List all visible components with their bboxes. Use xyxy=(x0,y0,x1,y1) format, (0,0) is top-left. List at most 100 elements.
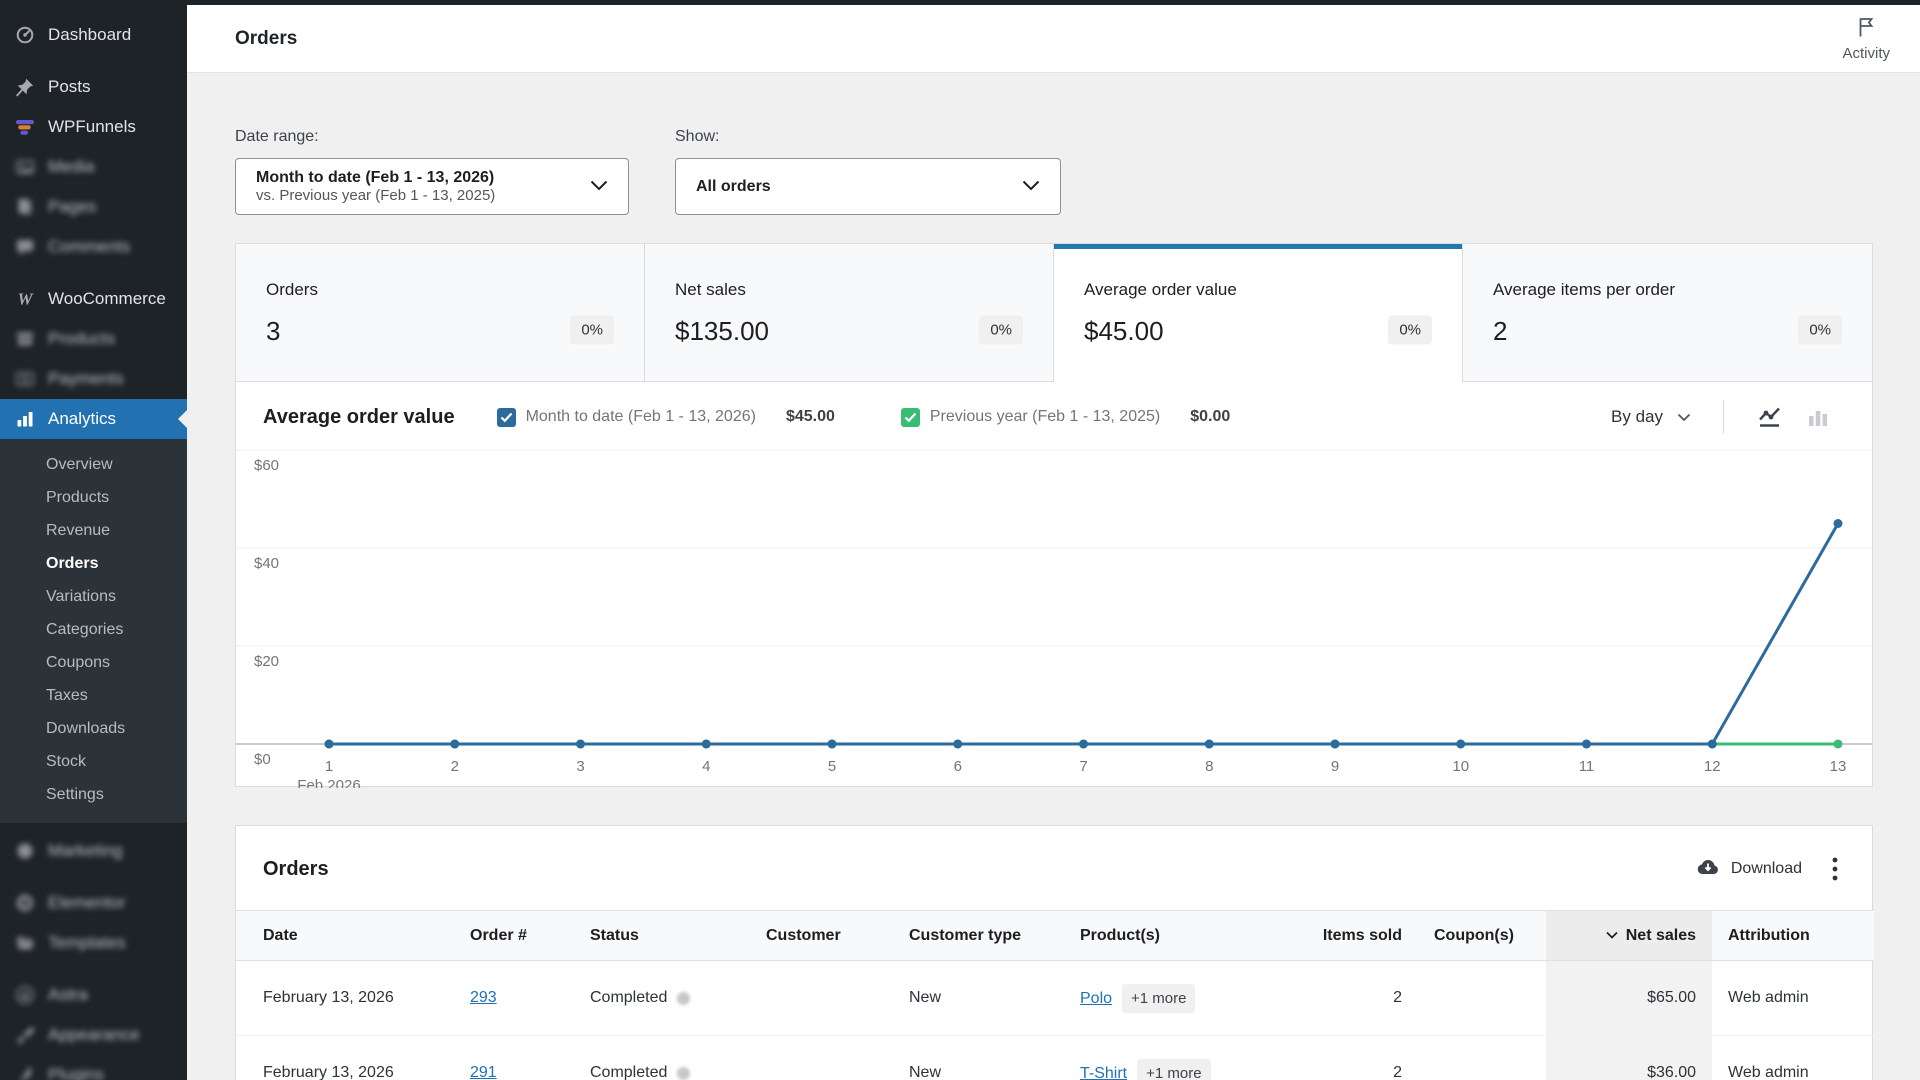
sidebar-item-label: Pages xyxy=(48,197,96,217)
submenu-item-orders[interactable]: Orders xyxy=(0,547,187,580)
checkbox-current-period[interactable] xyxy=(497,408,516,427)
report-filters: Date range: Month to date (Feb 1 - 13, 2… xyxy=(235,128,1873,215)
svg-text:6: 6 xyxy=(954,758,962,775)
pushpin-icon xyxy=(14,76,36,98)
legend-previous-period: Previous year (Feb 1 - 13, 2025) xyxy=(901,408,1160,427)
aov-chart-panel: Average order value Month to date (Feb 1… xyxy=(235,382,1873,787)
cell-items-sold: 2 xyxy=(1300,961,1418,1036)
submenu-item-overview[interactable]: Overview xyxy=(0,448,187,481)
submenu-item-coupons[interactable]: Coupons xyxy=(0,646,187,679)
order-number-link[interactable]: 291 xyxy=(470,1064,497,1080)
submenu-item-categories[interactable]: Categories xyxy=(0,613,187,646)
sidebar-item-wpfunnels[interactable]: WPFunnels xyxy=(0,107,187,147)
sidebar-item-templates[interactable]: Templates xyxy=(0,923,187,963)
cell-status: Completed xyxy=(590,1064,667,1080)
show-select[interactable]: All orders xyxy=(675,158,1061,215)
submenu-item-variations[interactable]: Variations xyxy=(0,580,187,613)
elementor-icon xyxy=(14,892,36,914)
chevron-down-icon xyxy=(1022,178,1040,196)
svg-text:$0: $0 xyxy=(254,751,271,768)
sidebar-item-products[interactable]: Products xyxy=(0,319,187,359)
sidebar-item-label: Astra xyxy=(48,985,88,1005)
column-header-products[interactable]: Product(s) xyxy=(1064,911,1300,961)
products-icon xyxy=(14,328,36,350)
column-header-attribution[interactable]: Attribution xyxy=(1712,911,1874,961)
submenu-item-products[interactable]: Products xyxy=(0,481,187,514)
submenu-item-revenue[interactable]: Revenue xyxy=(0,514,187,547)
svg-text:4: 4 xyxy=(702,758,710,775)
sidebar-item-woocommerce[interactable]: W WooCommerce xyxy=(0,279,187,319)
column-header-order[interactable]: Order # xyxy=(454,911,574,961)
bar-chart-type-button[interactable] xyxy=(1794,399,1842,435)
order-number-link[interactable]: 293 xyxy=(470,989,497,1006)
megaphone-icon xyxy=(14,840,36,862)
sidebar-item-plugins[interactable]: Plugins xyxy=(0,1055,187,1080)
date-range-value: Month to date (Feb 1 - 13, 2026) xyxy=(256,168,495,187)
sidebar-item-label: WPFunnels xyxy=(48,117,136,137)
date-range-filter: Date range: Month to date (Feb 1 - 13, 2… xyxy=(235,128,629,215)
sidebar-item-label: Payments xyxy=(48,369,124,389)
brush-icon xyxy=(14,1024,36,1046)
cell-status: Completed xyxy=(590,989,667,1007)
column-header-status[interactable]: Status xyxy=(574,911,750,961)
checkbox-previous-period[interactable] xyxy=(901,408,920,427)
column-header-items-sold[interactable]: Items sold xyxy=(1300,911,1418,961)
date-range-select[interactable]: Month to date (Feb 1 - 13, 2026) vs. Pre… xyxy=(235,158,629,215)
woocommerce-icon: W xyxy=(14,288,36,310)
interval-select[interactable]: By day xyxy=(1601,401,1701,433)
sidebar-item-label: Plugins xyxy=(48,1065,104,1080)
submenu-item-taxes[interactable]: Taxes xyxy=(0,679,187,712)
sidebar-item-dashboard[interactable]: Dashboard xyxy=(0,15,187,55)
legend-current-period: Month to date (Feb 1 - 13, 2026) xyxy=(497,408,756,427)
sidebar-item-posts[interactable]: Posts xyxy=(0,67,187,107)
column-header-customer[interactable]: Customer xyxy=(750,911,893,961)
pages-icon xyxy=(14,196,36,218)
delta-badge: 0% xyxy=(570,316,614,345)
active-menu-arrow xyxy=(178,410,187,428)
activity-button[interactable]: Activity xyxy=(1834,11,1898,66)
summary-card-average-items-per-order[interactable]: Average items per order 2 0% xyxy=(1463,244,1872,382)
table-row: February 13, 2026 291 Completed New T-Sh… xyxy=(236,1036,1874,1080)
sidebar-item-payments[interactable]: $ Payments xyxy=(0,359,187,399)
summary-card-orders[interactable]: Orders 3 0% xyxy=(236,244,645,382)
column-header-net-sales[interactable]: Net sales xyxy=(1546,911,1712,961)
submenu-item-downloads[interactable]: Downloads xyxy=(0,712,187,745)
download-button[interactable]: Download xyxy=(1695,854,1802,885)
sidebar-item-astra[interactable]: Astra xyxy=(0,975,187,1015)
show-label: Show: xyxy=(675,128,1061,146)
sidebar-item-media[interactable]: Media xyxy=(0,147,187,187)
sidebar-item-label: Marketing xyxy=(48,841,123,861)
sidebar-item-label: Products xyxy=(48,329,115,349)
chart-title: Average order value xyxy=(263,406,455,429)
summary-card-net-sales[interactable]: Net sales $135.00 0% xyxy=(645,244,1054,382)
column-header-customer-type[interactable]: Customer type xyxy=(893,911,1064,961)
sidebar-item-elementor[interactable]: Elementor xyxy=(0,883,187,923)
orders-table-panel: Orders Download xyxy=(235,825,1873,1080)
submenu-item-stock[interactable]: Stock xyxy=(0,745,187,778)
svg-text:Feb 2026: Feb 2026 xyxy=(297,777,360,788)
product-link[interactable]: T-Shirt xyxy=(1080,1065,1127,1080)
table-header-row: Date Order # Status Customer Customer ty… xyxy=(236,911,1874,961)
kebab-menu-icon[interactable] xyxy=(1828,852,1842,886)
line-chart-type-button[interactable] xyxy=(1746,399,1794,435)
column-header-coupons[interactable]: Coupon(s) xyxy=(1418,911,1546,961)
cell-date: February 13, 2026 xyxy=(236,961,454,1036)
svg-text:W: W xyxy=(17,290,34,309)
sidebar-item-pages[interactable]: Pages xyxy=(0,187,187,227)
sidebar-item-label: Elementor xyxy=(48,893,125,913)
sidebar-item-appearance[interactable]: Appearance xyxy=(0,1015,187,1055)
product-link[interactable]: Polo xyxy=(1080,990,1112,1007)
delta-badge: 0% xyxy=(1798,316,1842,345)
more-products-chip[interactable]: +1 more xyxy=(1137,1059,1210,1080)
column-header-date[interactable]: Date xyxy=(236,911,454,961)
funnel-icon xyxy=(14,116,36,138)
sidebar-item-label: Dashboard xyxy=(48,25,131,45)
summary-card-average-order-value[interactable]: Average order value $45.00 0% xyxy=(1054,244,1463,382)
submenu-item-settings[interactable]: Settings xyxy=(0,778,187,811)
more-products-chip[interactable]: +1 more xyxy=(1122,984,1195,1013)
sidebar-item-analytics[interactable]: Analytics xyxy=(0,399,187,439)
sidebar-item-marketing[interactable]: Marketing xyxy=(0,831,187,871)
sidebar-item-comments[interactable]: Comments xyxy=(0,227,187,267)
svg-text:$20: $20 xyxy=(254,653,279,670)
plug-icon xyxy=(14,1064,36,1080)
